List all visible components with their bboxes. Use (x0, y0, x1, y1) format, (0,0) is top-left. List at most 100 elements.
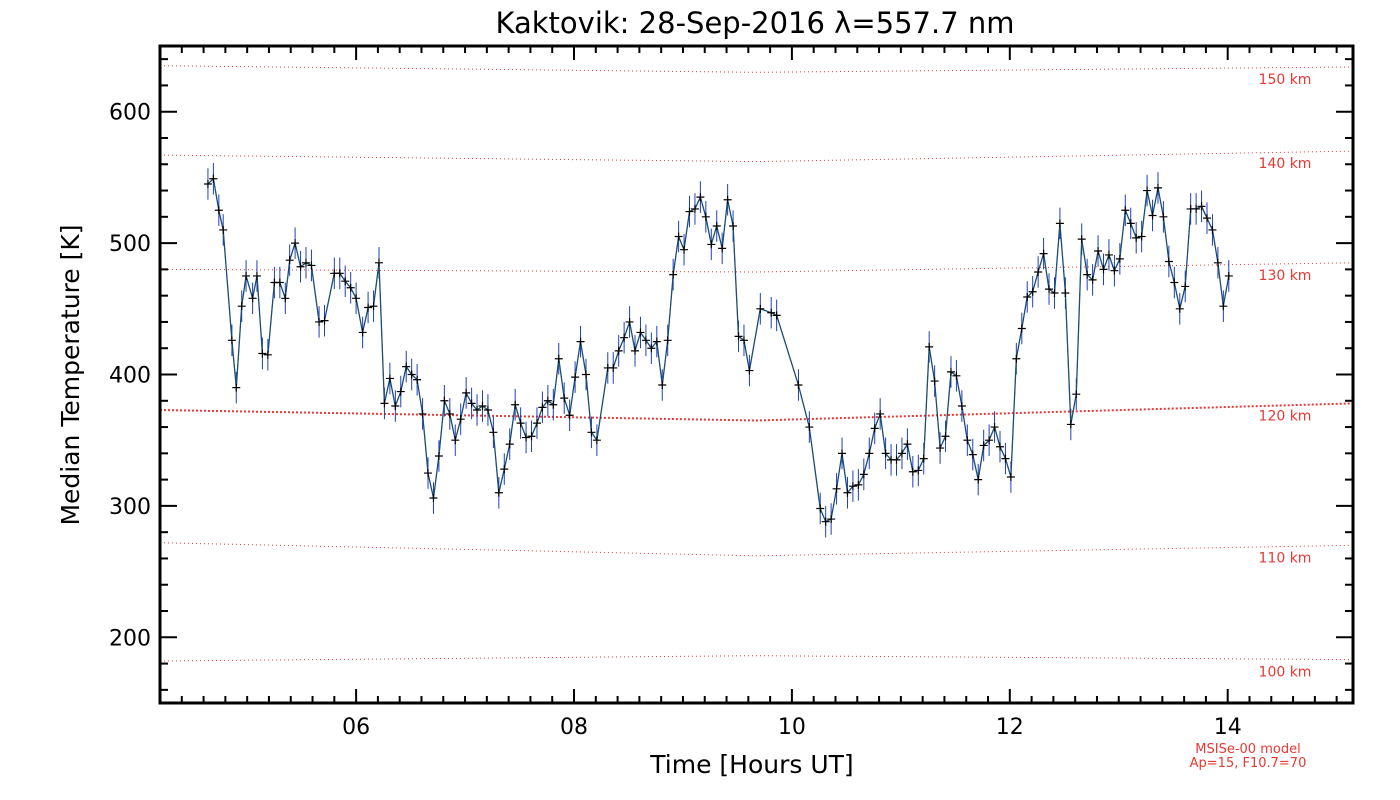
data-point (794, 381, 803, 390)
y-tick-label: 500 (109, 232, 151, 257)
data-point (315, 317, 324, 326)
data-point (865, 449, 874, 458)
x-axis-label: Time [Hours UT] (649, 750, 853, 779)
data-point (1192, 204, 1201, 213)
data-point (307, 261, 316, 270)
data-point (718, 244, 727, 253)
data-point (285, 256, 294, 265)
data-point (663, 336, 672, 345)
data-point (1034, 268, 1043, 277)
data-point (565, 411, 574, 420)
data-point (451, 436, 460, 445)
data-point (1170, 278, 1179, 287)
y-tick-label: 300 (109, 495, 151, 520)
data-point (701, 212, 710, 221)
data-point (674, 232, 683, 241)
data-point (723, 195, 732, 204)
data-point (532, 419, 541, 428)
series-line (207, 177, 1230, 523)
data-point (346, 283, 355, 292)
data-point (1121, 206, 1130, 215)
data-point (832, 484, 841, 493)
data-point (1219, 302, 1228, 311)
data-point (522, 433, 531, 442)
data-point (767, 308, 776, 317)
data-point (658, 381, 667, 390)
data-point (625, 317, 634, 326)
model-note-line2: Ap=15, F10.7=70 (1190, 756, 1307, 771)
data-point (281, 294, 290, 303)
data-point (214, 206, 223, 215)
data-point (369, 302, 378, 311)
data-point (1072, 390, 1081, 399)
y-tick-label: 200 (109, 626, 151, 651)
data-point (903, 440, 912, 449)
x-tick-label: 12 (996, 715, 1024, 740)
altitude-line (159, 402, 1354, 422)
data-point (696, 193, 705, 202)
data-point (209, 174, 218, 183)
data-point (963, 436, 972, 445)
data-point (1203, 214, 1212, 223)
data-point (848, 482, 857, 491)
data-point (424, 469, 433, 478)
data-point (919, 454, 928, 463)
data-point (1066, 420, 1075, 429)
data-point (352, 294, 361, 303)
data-point (1132, 233, 1141, 242)
data-point (418, 409, 427, 418)
altitude-line (159, 542, 1354, 557)
data-point (237, 302, 246, 311)
data-point (1115, 254, 1124, 263)
data-point (609, 363, 618, 372)
altitude-label: 120 km (1259, 408, 1312, 424)
y-tick-label: 600 (109, 101, 151, 126)
data-point (805, 423, 814, 432)
data-point (263, 350, 272, 359)
data-point (680, 245, 689, 254)
data-point (407, 370, 416, 379)
data-point (500, 465, 509, 474)
altitude-line (159, 150, 1354, 163)
data-point (462, 388, 471, 397)
data-point (248, 294, 257, 303)
data-point (707, 240, 716, 249)
data-point (734, 332, 743, 341)
data-point (843, 488, 852, 497)
altitude-label: 150 km (1259, 72, 1312, 88)
data-point (494, 488, 503, 497)
data-point (1126, 219, 1135, 228)
data-point (429, 494, 438, 503)
data-point (203, 179, 212, 188)
data-point (1045, 285, 1054, 294)
data-point (1175, 304, 1184, 313)
y-tick-label: 400 (109, 364, 151, 389)
data-point (631, 346, 640, 355)
data-point (1181, 282, 1190, 291)
data-point (560, 394, 569, 403)
data-point (876, 409, 885, 418)
data-point (543, 396, 552, 405)
data-point (1164, 257, 1173, 266)
data-point (1023, 292, 1032, 301)
data-point (1208, 225, 1217, 234)
data-point (571, 373, 580, 382)
data-point (690, 204, 699, 213)
data-point (990, 423, 999, 432)
data-point (941, 432, 950, 441)
data-point (396, 387, 405, 396)
data-point (587, 428, 596, 437)
data-point (592, 436, 601, 445)
data-point (581, 370, 590, 379)
data-point (483, 405, 492, 414)
data-point (1001, 454, 1010, 463)
data-point (712, 222, 721, 231)
data-point (685, 207, 694, 216)
data-point (908, 467, 917, 476)
data-point (358, 328, 367, 337)
data-point (957, 402, 966, 411)
altitude-label: 110 km (1259, 550, 1312, 566)
altitude-label: 130 km (1259, 268, 1312, 284)
data-point (402, 362, 411, 371)
altitude-line (159, 262, 1354, 273)
